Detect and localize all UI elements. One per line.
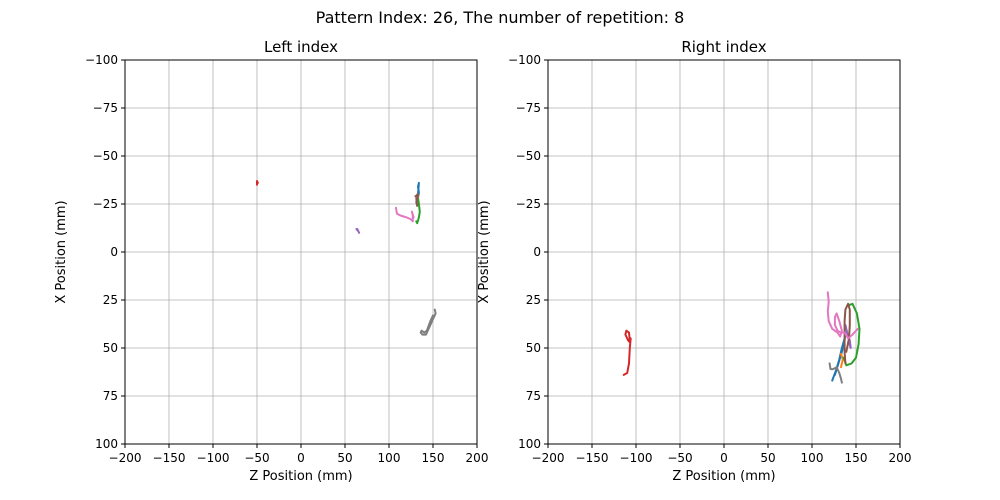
x-tick-label: −50 xyxy=(667,451,692,465)
x-tick-label: 150 xyxy=(845,451,868,465)
x-tick-label: 200 xyxy=(466,451,489,465)
x-tick-label: 50 xyxy=(337,451,352,465)
x-tick-label: −150 xyxy=(153,451,186,465)
y-tick-label: 25 xyxy=(103,293,118,307)
y-tick-label: 50 xyxy=(526,341,541,355)
y-tick-label: 100 xyxy=(518,437,541,451)
y-tick-label: −75 xyxy=(516,101,541,115)
series-line-6 xyxy=(395,206,415,223)
series-line-7 xyxy=(419,308,437,336)
series-line-4 xyxy=(844,324,852,349)
x-tick-label: −100 xyxy=(620,451,653,465)
y-tick-label: 50 xyxy=(103,341,118,355)
y-tick-label: −25 xyxy=(93,197,118,211)
x-tick-label: −200 xyxy=(532,451,565,465)
y-tick-label: 75 xyxy=(103,389,118,403)
y-tick-label: −50 xyxy=(516,149,541,163)
x-tick-label: −200 xyxy=(109,451,142,465)
grid xyxy=(124,59,478,445)
y-tick-label: −100 xyxy=(85,53,118,67)
series-line-6 xyxy=(826,291,859,340)
y-tick-label: 0 xyxy=(110,245,118,259)
series-line-7 xyxy=(828,362,843,384)
series-line-3 xyxy=(622,329,632,376)
y-axis-label: X Position (mm) xyxy=(54,200,69,303)
y-tick-label: −50 xyxy=(93,149,118,163)
series-line-4 xyxy=(355,228,361,234)
plot-title: Right index xyxy=(681,38,766,56)
x-tick-label: −150 xyxy=(576,451,609,465)
series-line-3 xyxy=(256,180,259,186)
plot-title: Left index xyxy=(264,38,338,56)
y-tick-label: −75 xyxy=(93,101,118,115)
series-line-5 xyxy=(843,302,851,365)
x-tick-label: 50 xyxy=(760,451,775,465)
series-group xyxy=(256,180,437,336)
x-tick-label: 150 xyxy=(422,451,445,465)
grid xyxy=(547,59,901,445)
y-tick-label: −100 xyxy=(508,53,541,67)
x-tick-label: −100 xyxy=(197,451,230,465)
x-tick-label: −50 xyxy=(244,451,269,465)
series-line-2 xyxy=(842,302,861,367)
series-group xyxy=(622,291,861,384)
y-tick-label: 100 xyxy=(95,437,118,451)
x-axis-label: Z Position (mm) xyxy=(249,469,352,484)
right-index-plot: −200 −150 −100 −50 0 50 100 150 200 −100 −75 −50 −25… xyxy=(477,38,911,484)
x-tick-label: 0 xyxy=(297,451,305,465)
y-tick-label: 75 xyxy=(526,389,541,403)
series-line-2 xyxy=(415,197,421,225)
figure-title: Pattern Index: 26, The number of repetit… xyxy=(316,8,685,27)
y-axis-label: X Position (mm) xyxy=(477,200,492,303)
x-axis-label: Z Position (mm) xyxy=(672,469,775,484)
x-tick-label: 200 xyxy=(889,451,912,465)
x-tick-label: 100 xyxy=(801,451,824,465)
y-tick-label: −25 xyxy=(516,197,541,211)
x-tick-label: 100 xyxy=(378,451,401,465)
series-line-5 xyxy=(414,193,419,207)
y-tick-label: 25 xyxy=(526,293,541,307)
y-tick-label: 0 xyxy=(533,245,541,259)
series-line-1 xyxy=(840,352,844,369)
x-tick-label: 0 xyxy=(720,451,728,465)
left-index-plot: −200 −150 −100 −50 0 50 100 150 200 −100 −75 −50 −25… xyxy=(54,38,488,484)
